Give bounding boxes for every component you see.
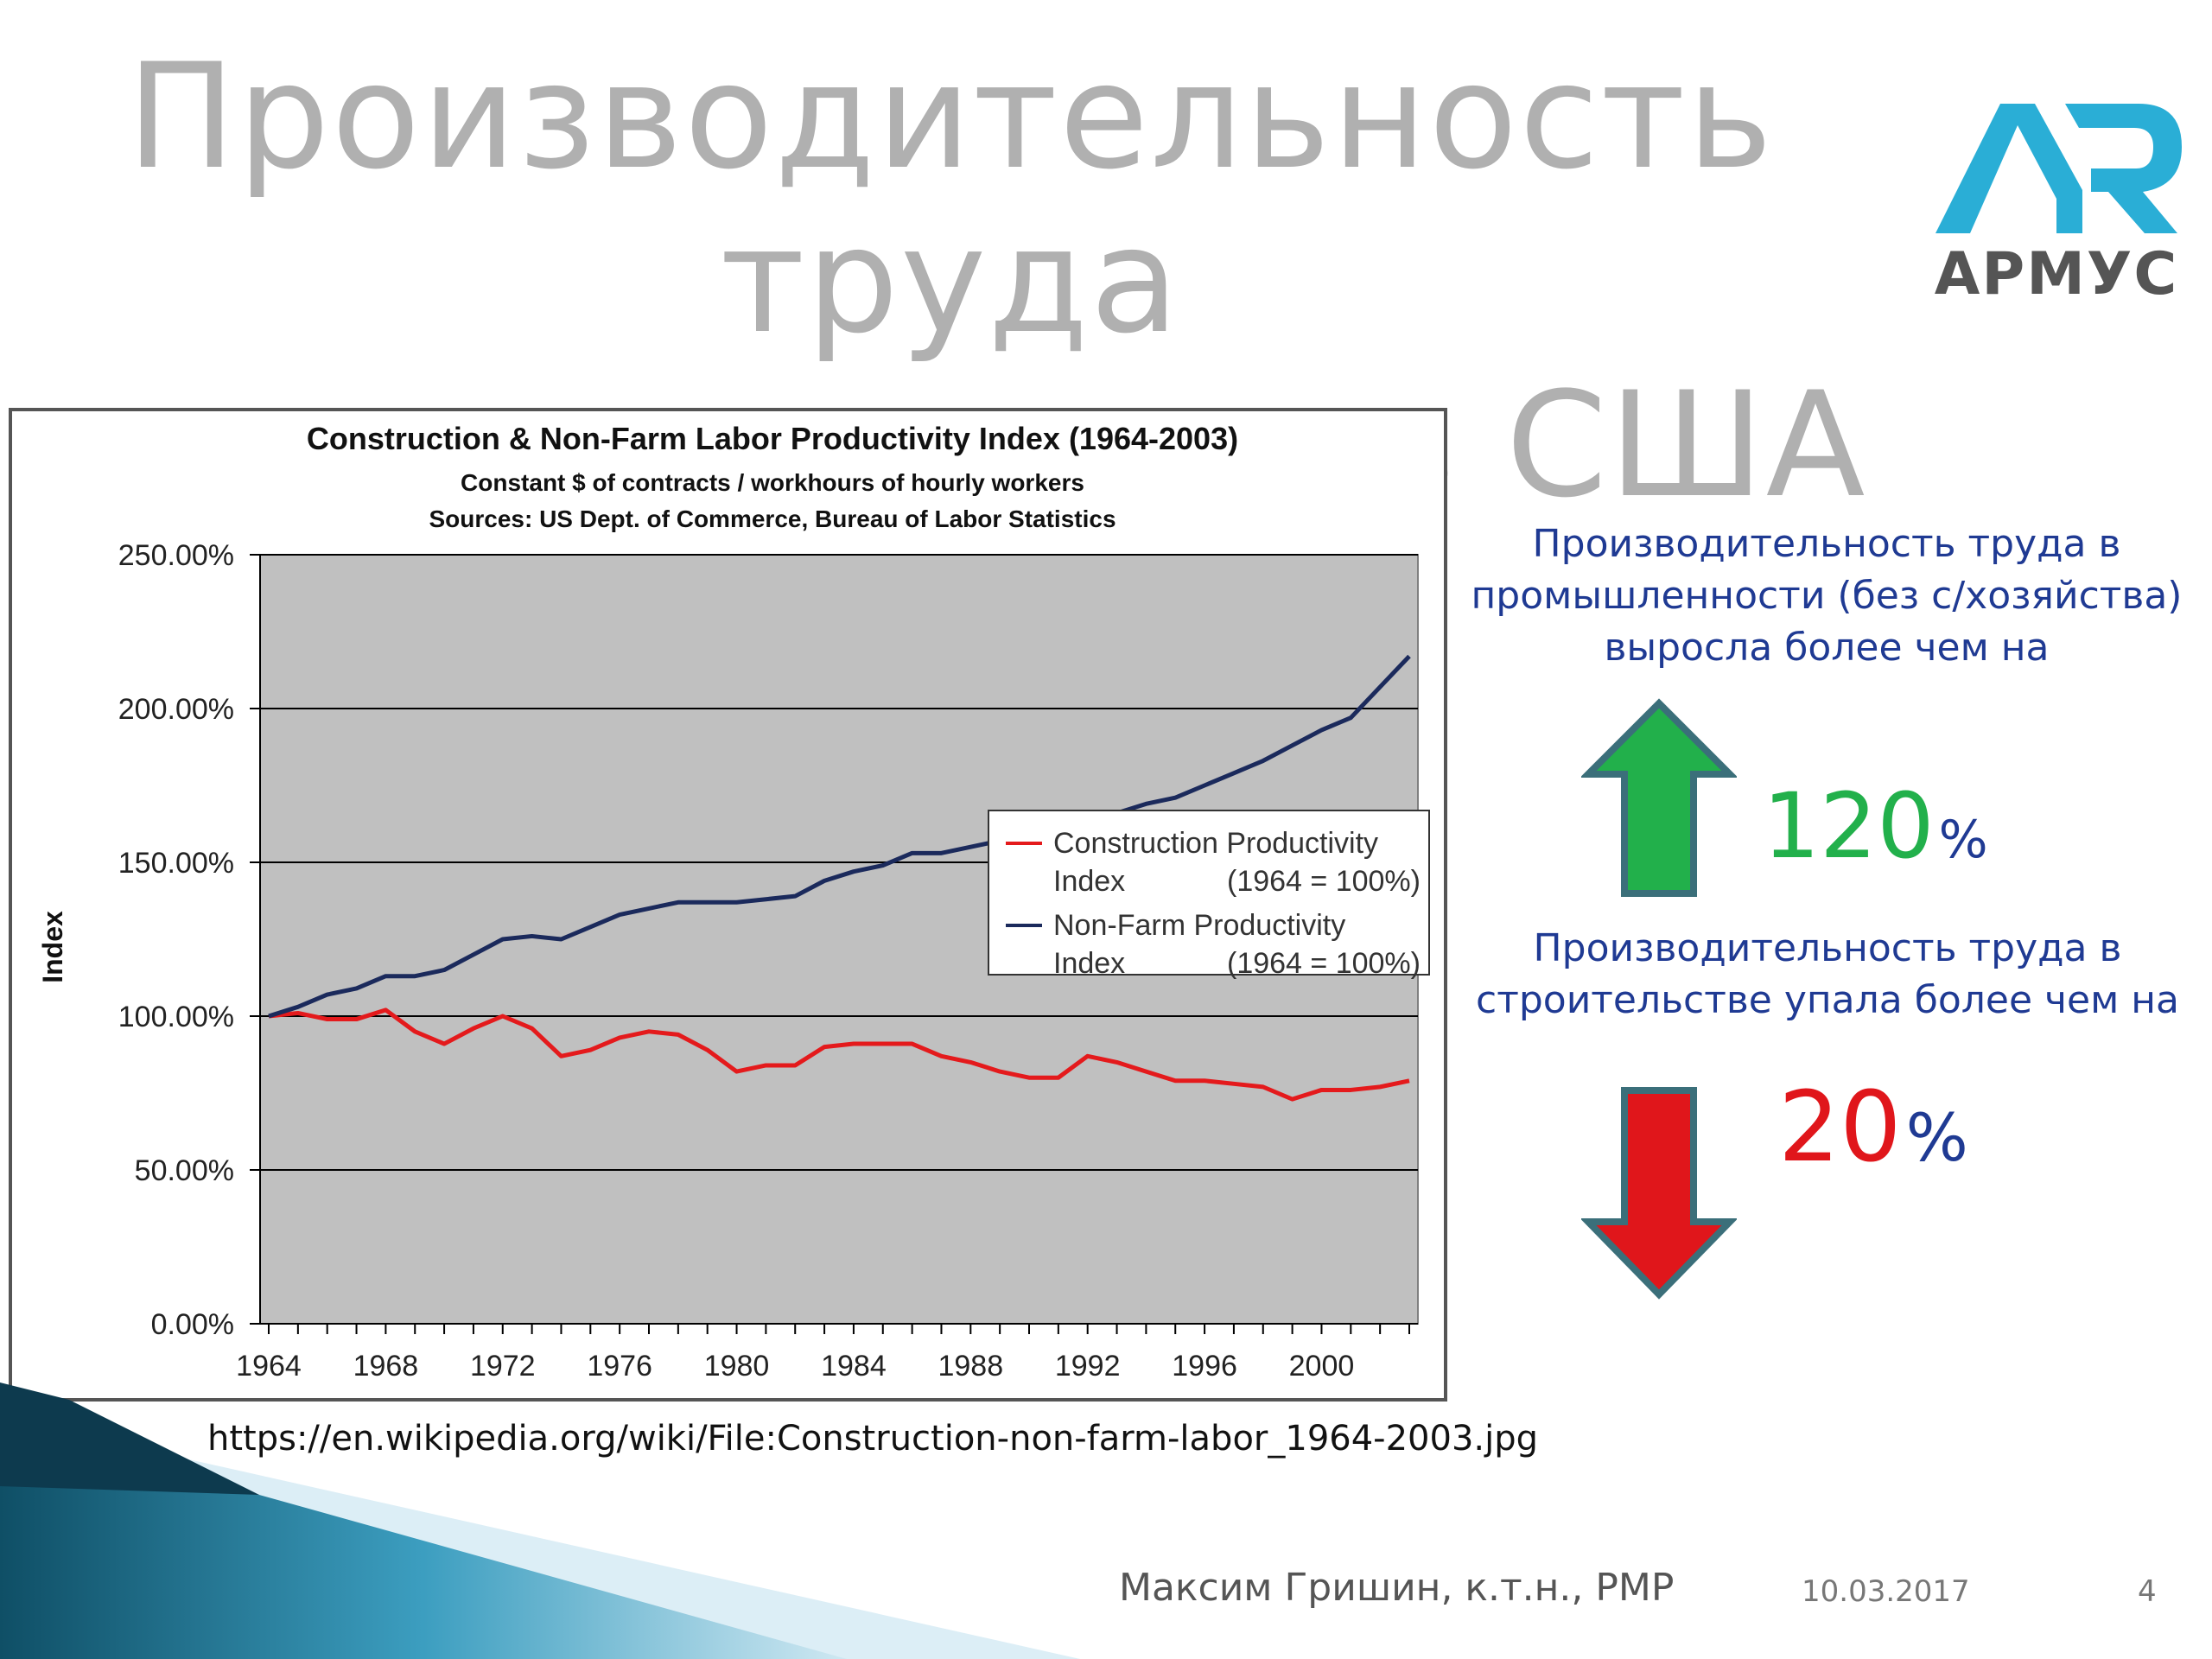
decline-value: 20 %: [1778, 1071, 1968, 1184]
legend-label: (1964 = 100%): [1227, 947, 1421, 980]
caption-line: строительстве упала более чем на: [1476, 978, 2179, 1022]
caption-line: промышленности (без с/хозяйства): [1471, 574, 2183, 618]
x-tick-label: 1996: [1172, 1350, 1237, 1382]
chart-legend: Construction Productivity Index (1964 = 10…: [988, 810, 1430, 980]
legend-label: Construction Productivity: [1053, 827, 1378, 860]
chart-svg: Construction & Non-Farm Labor Productivi…: [37, 421, 1430, 1382]
x-tick-label: 1992: [1055, 1350, 1121, 1382]
y-tick-label: 250.00%: [118, 539, 234, 572]
logo-text: АРМУС: [1934, 240, 2179, 308]
x-tick-label: 1980: [704, 1350, 770, 1382]
caption-line: выросла более чем на: [1604, 626, 2050, 670]
decline-unit: %: [1905, 1099, 1968, 1176]
legend-label: (1964 = 100%): [1227, 865, 1421, 898]
x-tick-label: 1964: [236, 1350, 302, 1382]
armus-logo: АРМУС: [1918, 86, 2195, 311]
arrow-up-icon: [1581, 698, 1737, 897]
page-title-line-1: Производительность труда: [126, 32, 1775, 365]
x-tick-label: 1972: [470, 1350, 536, 1382]
x-tick-label: 1968: [353, 1350, 419, 1382]
corner-decoration: [0, 1382, 1080, 1659]
y-tick-label: 100.00%: [118, 1001, 234, 1033]
source-url: https://en.wikipedia.org/wiki/File:Const…: [207, 1419, 1538, 1459]
legend-label: Index: [1053, 865, 1125, 898]
x-tick-label: 1976: [587, 1350, 652, 1382]
chart-subtitle-2: Sources: US Dept. of Commerce, Bureau of…: [429, 505, 1116, 532]
page-number: 4: [2138, 1574, 2157, 1609]
nonfarm-growth-caption: Производительность труда в промышленност…: [1445, 518, 2209, 674]
armus-logo-mark: [1936, 104, 2182, 233]
y-tick-label: 200.00%: [118, 693, 234, 726]
x-tick-label: 1988: [938, 1350, 1003, 1382]
nonfarm-series-line: [268, 654, 1411, 1019]
footer-date: 10.03.2017: [1802, 1574, 1970, 1609]
caption-line: Производительность труда в: [1533, 926, 2122, 970]
decline-number: 20: [1778, 1071, 1902, 1184]
chart-subtitle-1: Constant $ of contracts / workhours of h…: [461, 469, 1084, 496]
legend-label: Non-Farm Productivity: [1053, 909, 1345, 942]
growth-number: 120: [1763, 773, 1935, 879]
construction-series-line: [268, 1007, 1410, 1102]
x-tick-label: 2000: [1289, 1350, 1355, 1382]
productivity-chart: Construction & Non-Farm Labor Productivi…: [9, 408, 1447, 1402]
x-tick-label: 1984: [821, 1350, 887, 1382]
legend-label: Index: [1053, 947, 1125, 980]
footer-author: Максим Гришин, к.т.н., PMP: [1119, 1566, 1675, 1610]
y-tick-label: 50.00%: [135, 1154, 234, 1187]
caption-line: Производительность труда в: [1532, 522, 2121, 566]
growth-value: 120 %: [1763, 773, 1988, 879]
arrow-down-icon: [1581, 1087, 1737, 1300]
y-axis-label: Index: [37, 911, 68, 983]
growth-unit: %: [1938, 810, 1988, 870]
construction-decline-caption: Производительность труда в строительстве…: [1452, 923, 2203, 1027]
chart-title: Construction & Non-Farm Labor Productivi…: [307, 421, 1238, 456]
y-tick-label: 0.00%: [151, 1308, 234, 1341]
y-tick-label: 150.00%: [118, 847, 234, 880]
